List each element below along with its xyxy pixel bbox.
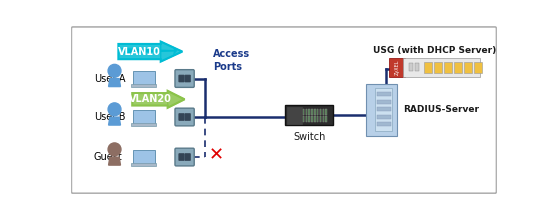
- Bar: [315, 109, 316, 115]
- Bar: [409, 63, 413, 71]
- Bar: [309, 109, 310, 115]
- FancyBboxPatch shape: [175, 108, 194, 126]
- Bar: [377, 122, 391, 126]
- Bar: [312, 116, 313, 122]
- FancyBboxPatch shape: [132, 93, 168, 106]
- Bar: [464, 62, 472, 73]
- Polygon shape: [109, 157, 120, 165]
- Bar: [325, 109, 326, 115]
- Bar: [312, 109, 313, 115]
- Bar: [314, 109, 315, 115]
- Bar: [444, 62, 452, 73]
- Bar: [434, 62, 442, 73]
- Bar: [326, 116, 327, 122]
- FancyBboxPatch shape: [403, 58, 480, 77]
- FancyBboxPatch shape: [288, 107, 302, 124]
- Bar: [320, 109, 321, 115]
- FancyBboxPatch shape: [131, 163, 156, 166]
- Text: USG (with DHCP Server): USG (with DHCP Server): [373, 46, 496, 55]
- Bar: [454, 62, 462, 73]
- Bar: [309, 116, 310, 122]
- Bar: [311, 116, 312, 122]
- Text: Switch: Switch: [293, 132, 326, 142]
- Bar: [474, 62, 482, 73]
- Bar: [317, 109, 318, 115]
- Polygon shape: [168, 91, 184, 108]
- Bar: [308, 116, 309, 122]
- Bar: [306, 109, 307, 115]
- FancyBboxPatch shape: [175, 148, 194, 166]
- Bar: [325, 116, 326, 122]
- Bar: [317, 116, 318, 122]
- Text: ZyXEL: ZyXEL: [394, 60, 399, 75]
- Bar: [323, 116, 324, 122]
- Bar: [315, 116, 316, 122]
- FancyBboxPatch shape: [376, 88, 392, 131]
- Bar: [311, 109, 312, 115]
- FancyBboxPatch shape: [285, 106, 333, 126]
- Polygon shape: [161, 42, 182, 61]
- FancyBboxPatch shape: [132, 72, 155, 85]
- Circle shape: [108, 64, 121, 77]
- Text: VLAN20: VLAN20: [129, 94, 171, 104]
- Bar: [303, 116, 304, 122]
- FancyBboxPatch shape: [132, 110, 155, 124]
- Bar: [308, 109, 309, 115]
- Text: Access
Ports: Access Ports: [213, 49, 250, 72]
- FancyBboxPatch shape: [185, 154, 191, 160]
- Bar: [306, 116, 307, 122]
- FancyBboxPatch shape: [185, 75, 191, 82]
- Circle shape: [108, 103, 121, 116]
- Text: RADIUS-Server: RADIUS-Server: [403, 105, 479, 114]
- FancyBboxPatch shape: [179, 154, 184, 160]
- FancyBboxPatch shape: [71, 27, 496, 193]
- Bar: [320, 116, 321, 122]
- Polygon shape: [109, 79, 120, 87]
- Text: Guest: Guest: [94, 152, 122, 162]
- Bar: [326, 109, 327, 115]
- Circle shape: [108, 143, 121, 156]
- Bar: [303, 109, 304, 115]
- Bar: [377, 92, 391, 96]
- FancyBboxPatch shape: [131, 84, 156, 87]
- FancyBboxPatch shape: [175, 70, 194, 87]
- Bar: [314, 116, 315, 122]
- Text: User-B: User-B: [94, 112, 125, 122]
- FancyBboxPatch shape: [179, 75, 184, 82]
- Bar: [377, 100, 391, 104]
- Bar: [323, 109, 324, 115]
- Bar: [424, 62, 432, 73]
- FancyBboxPatch shape: [131, 123, 156, 126]
- Bar: [377, 115, 391, 119]
- FancyBboxPatch shape: [119, 44, 161, 59]
- FancyBboxPatch shape: [389, 58, 405, 77]
- Text: VLAN10: VLAN10: [118, 47, 161, 56]
- FancyBboxPatch shape: [185, 114, 191, 121]
- Text: ✕: ✕: [209, 146, 224, 165]
- FancyBboxPatch shape: [366, 84, 397, 136]
- Bar: [377, 107, 391, 111]
- FancyBboxPatch shape: [179, 114, 184, 121]
- Polygon shape: [109, 117, 120, 125]
- FancyBboxPatch shape: [132, 150, 155, 164]
- Text: User-A: User-A: [94, 73, 125, 83]
- Bar: [415, 63, 419, 71]
